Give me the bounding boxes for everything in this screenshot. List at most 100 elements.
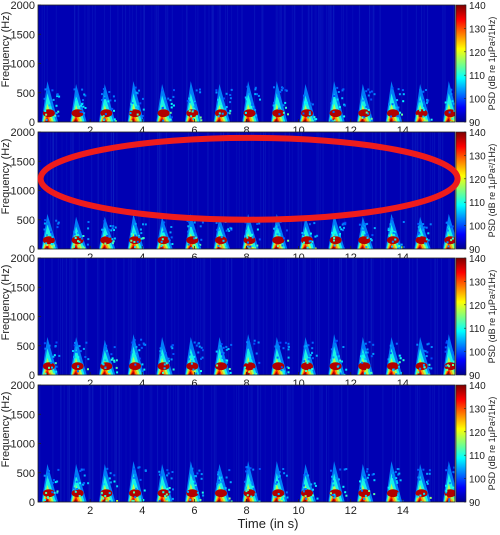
y-tick-label: 1000 bbox=[11, 59, 35, 71]
colorbar-gradient bbox=[455, 4, 467, 123]
y-tick-label: 500 bbox=[17, 88, 35, 100]
colorbar-tick-label: 140 bbox=[469, 128, 486, 139]
x-tick-label: 4 bbox=[139, 505, 145, 517]
colorbar-tick-label: 110 bbox=[469, 451, 485, 462]
colorbar-tick-label: 120 bbox=[469, 48, 486, 59]
pulse-mark bbox=[270, 81, 289, 122]
colorbar-tick-label: 120 bbox=[469, 301, 486, 312]
pulse-mark bbox=[98, 84, 117, 122]
pulse-mark bbox=[442, 81, 455, 122]
pulse-mark bbox=[385, 213, 405, 249]
colorbar-gradient bbox=[455, 384, 467, 503]
pulse-mark bbox=[127, 461, 147, 502]
colorbar-tick-label: 90 bbox=[469, 118, 481, 129]
pulse-mark bbox=[41, 464, 60, 502]
pulse-mark bbox=[127, 213, 147, 249]
pulse-mark bbox=[328, 81, 346, 122]
y-tick-label: 1000 bbox=[11, 312, 35, 324]
y-tick-label: 1000 bbox=[11, 186, 35, 198]
y-tick-label: 2000 bbox=[11, 253, 35, 265]
spectrogram-plot-area bbox=[38, 5, 455, 122]
pulse-mark bbox=[414, 216, 433, 249]
pulse-mark bbox=[213, 216, 233, 249]
x-tick-label: 4 bbox=[139, 378, 145, 390]
spectrogram-plot-area bbox=[38, 385, 455, 502]
x-tick-label: 2 bbox=[87, 505, 93, 517]
pulse-mark bbox=[414, 464, 432, 502]
colorbar-label: PSD (dB re 1μPa²/1Hz) bbox=[487, 397, 497, 491]
pulse-mark bbox=[414, 84, 433, 122]
pulse-mark bbox=[184, 81, 203, 122]
colorbar-tick-label: 100 bbox=[469, 475, 486, 486]
x-tick-label: 6 bbox=[191, 378, 197, 390]
pulse-mark bbox=[70, 216, 90, 249]
pulse-mark bbox=[242, 461, 261, 502]
pulse-mark bbox=[385, 337, 405, 375]
pulse-mark bbox=[356, 337, 375, 375]
pulse-mark bbox=[299, 216, 319, 249]
y-tick-label: 1500 bbox=[11, 409, 35, 421]
pulse-mark bbox=[242, 213, 261, 249]
x-tick-label: 8 bbox=[243, 505, 249, 517]
y-tick-label: 0 bbox=[29, 244, 35, 256]
colorbar-tick-label: 140 bbox=[469, 1, 486, 12]
colorbar-tick-label: 110 bbox=[469, 71, 485, 82]
pulse-mark bbox=[270, 461, 289, 502]
x-tick-label: 2 bbox=[87, 378, 93, 390]
x-tick-label: 12 bbox=[345, 505, 357, 517]
pulse-mark bbox=[70, 337, 90, 375]
y-tick-label: 500 bbox=[17, 341, 35, 353]
pulse-mark bbox=[98, 339, 119, 375]
y-axis-label: Frequency (Hz) bbox=[0, 392, 12, 468]
spectrogram-panel-4: 0 500 1000 1500 2000 2 4 6 8 10 12 14 Frequency (Hz)… bbox=[0, 380, 497, 517]
colorbar-tick-label: 100 bbox=[469, 348, 486, 359]
pulse-mark bbox=[70, 84, 87, 122]
pulse-mark bbox=[213, 337, 233, 375]
pulse-mark bbox=[385, 461, 404, 502]
pulse-mark bbox=[328, 461, 348, 502]
pulse-mark bbox=[184, 213, 204, 249]
colorbar-tick-label: 90 bbox=[469, 498, 481, 509]
colorbar-tick-label: 140 bbox=[469, 254, 486, 265]
pulse-mark bbox=[213, 84, 233, 122]
y-tick-label: 0 bbox=[29, 497, 35, 509]
pulse-mark bbox=[156, 464, 174, 502]
pulse-mark bbox=[70, 464, 90, 502]
colorbar-tick-label: 120 bbox=[469, 175, 486, 186]
colorbar-tick-label: 130 bbox=[469, 404, 486, 415]
colorbar-gradient bbox=[455, 131, 467, 250]
y-tick-label: 2000 bbox=[11, 0, 35, 12]
pulse-mark bbox=[299, 464, 319, 502]
pulse-mark bbox=[127, 334, 147, 375]
pulse-mark bbox=[156, 84, 175, 122]
x-tick-label: 6 bbox=[191, 505, 197, 517]
pulse-mark bbox=[41, 213, 60, 249]
colorbar-tick-label: 110 bbox=[469, 324, 485, 335]
colorbar-tick-label: 130 bbox=[469, 24, 486, 35]
pulse-mark bbox=[184, 337, 204, 375]
pulse-mark bbox=[328, 334, 348, 375]
pulse-mark bbox=[356, 216, 376, 249]
x-tick-label: 6 bbox=[191, 125, 197, 137]
colorbar-label: PSD (dB re 1μPa²/1Hz) bbox=[487, 144, 497, 238]
colorbar-tick-label: 130 bbox=[469, 151, 486, 162]
y-tick-label: 1500 bbox=[11, 156, 35, 168]
spectrogram-plot-area bbox=[38, 258, 455, 375]
colorbar-label: PSD (dB re 1μPa²/1Hz) bbox=[487, 17, 497, 111]
x-tick-label: 4 bbox=[139, 125, 145, 137]
x-tick-label: 14 bbox=[397, 505, 409, 517]
pulse-mark bbox=[442, 334, 455, 375]
colorbar-tick-label: 130 bbox=[469, 277, 486, 288]
y-tick-label: 0 bbox=[29, 370, 35, 382]
pulse-mark bbox=[328, 213, 347, 249]
pulse-mark bbox=[356, 84, 376, 122]
y-tick-label: 1500 bbox=[11, 282, 35, 294]
colorbar-tick-label: 120 bbox=[469, 428, 486, 439]
colorbar-tick-label: 100 bbox=[469, 95, 486, 106]
pulse-mark bbox=[41, 81, 61, 122]
y-axis-label: Frequency (Hz) bbox=[0, 139, 12, 215]
pulse-mark bbox=[41, 337, 61, 375]
